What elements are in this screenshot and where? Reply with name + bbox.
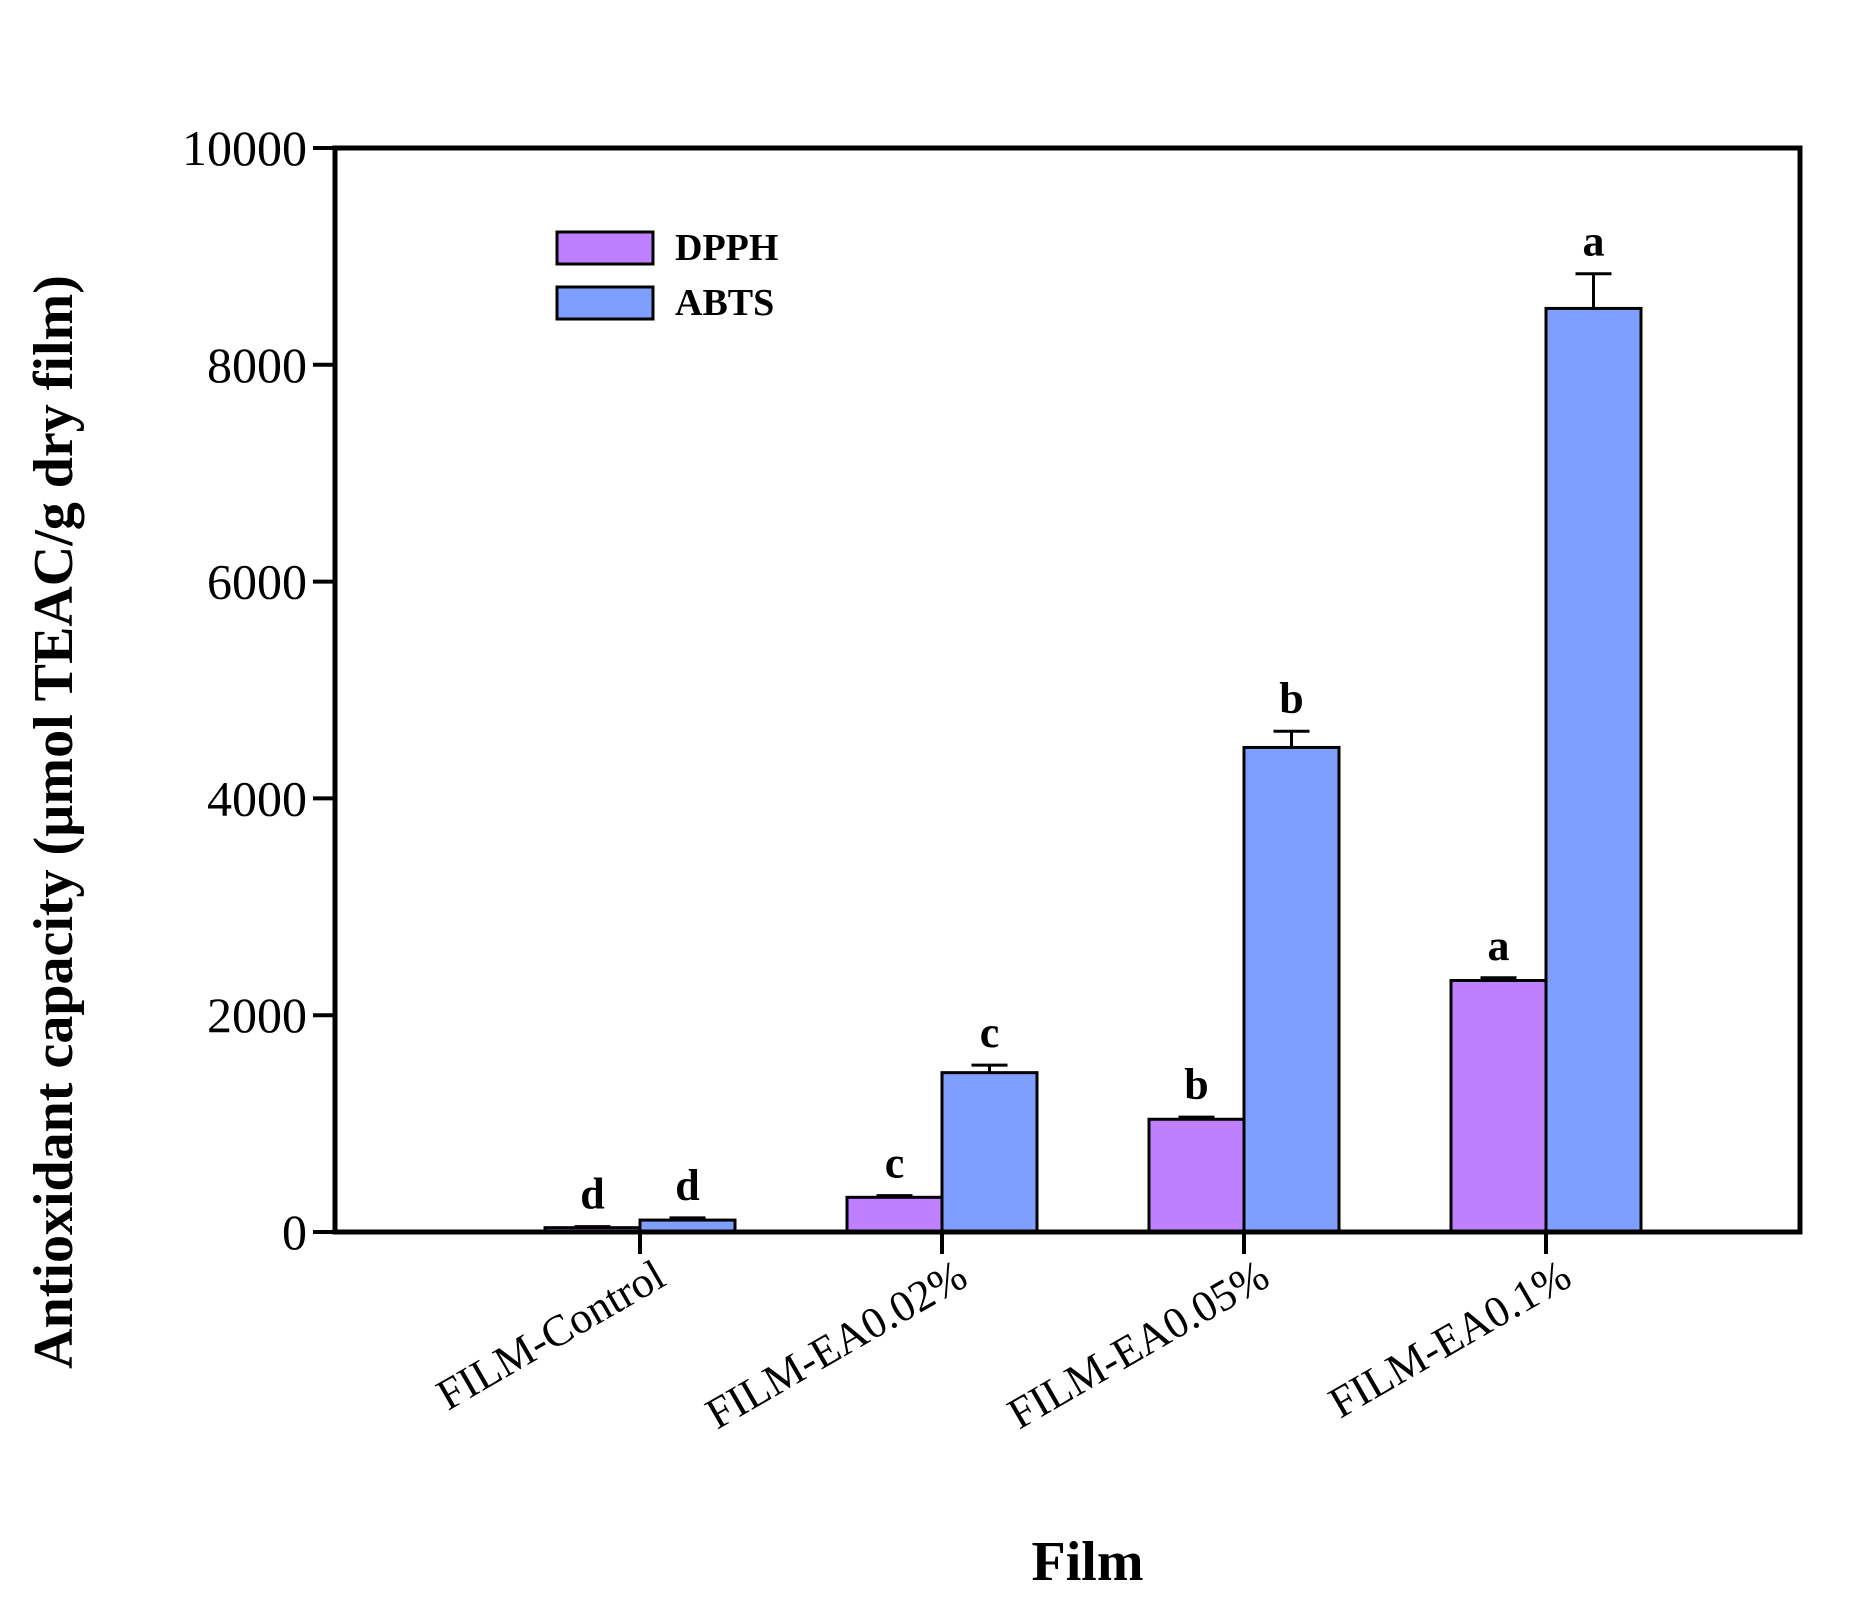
error-bars-layer <box>574 272 1612 1229</box>
bar-dpph-3 <box>1449 979 1548 1234</box>
significance-letter: c <box>980 1008 1000 1057</box>
x-tick-label: FILM-EA0.1% <box>1321 1250 1579 1427</box>
x-tick-label: FILM-Control <box>428 1250 673 1420</box>
x-axis-title: Film <box>1032 1531 1144 1593</box>
bars-layer <box>543 306 1643 1234</box>
x-tick-label: FILM-EA0.02% <box>698 1250 975 1438</box>
y-axis: 0 2000 4000 6000 8000 10000 <box>182 120 335 1260</box>
bar-abts-1 <box>940 1071 1039 1234</box>
significance-letter: b <box>1279 674 1303 723</box>
significance-letter: d <box>675 1161 699 1210</box>
legend-label-dpph: DPPH <box>675 227 778 269</box>
legend-label-abts: ABTS <box>675 282 774 324</box>
y-tick-label: 2000 <box>207 987 307 1043</box>
legend-swatch-dpph <box>555 230 655 266</box>
significance-letter: a <box>1488 921 1510 970</box>
legend-swatch-abts <box>555 285 655 321</box>
bar-abts-3 <box>1544 306 1643 1234</box>
legend: DPPH ABTS <box>555 227 778 324</box>
significance-letter: b <box>1184 1060 1208 1109</box>
significance-letter: d <box>580 1170 604 1219</box>
y-axis-title: Antioxidant capacity (µmol TEAC/g dry fi… <box>23 275 85 1369</box>
y-tick-label: 10000 <box>182 120 307 176</box>
y-tick-label: 0 <box>282 1204 307 1260</box>
x-tick-label: FILM-EA0.05% <box>1000 1250 1277 1438</box>
y-tick-label: 8000 <box>207 337 307 393</box>
significance-letter: c <box>885 1139 905 1188</box>
y-tick-label: 4000 <box>207 770 307 826</box>
bar-dpph-1 <box>845 1195 944 1234</box>
bar-abts-2 <box>1242 745 1341 1234</box>
significance-letters-layer: d c b a d c b a <box>580 217 1604 1219</box>
x-axis: FILM-Control FILM-EA0.02% FILM-EA0.05% FILM… <box>428 1232 1579 1439</box>
plot-frame <box>332 145 1803 1235</box>
y-tick-label: 6000 <box>207 554 307 610</box>
bar-dpph-2 <box>1147 1117 1246 1234</box>
significance-letter: a <box>1583 217 1605 266</box>
